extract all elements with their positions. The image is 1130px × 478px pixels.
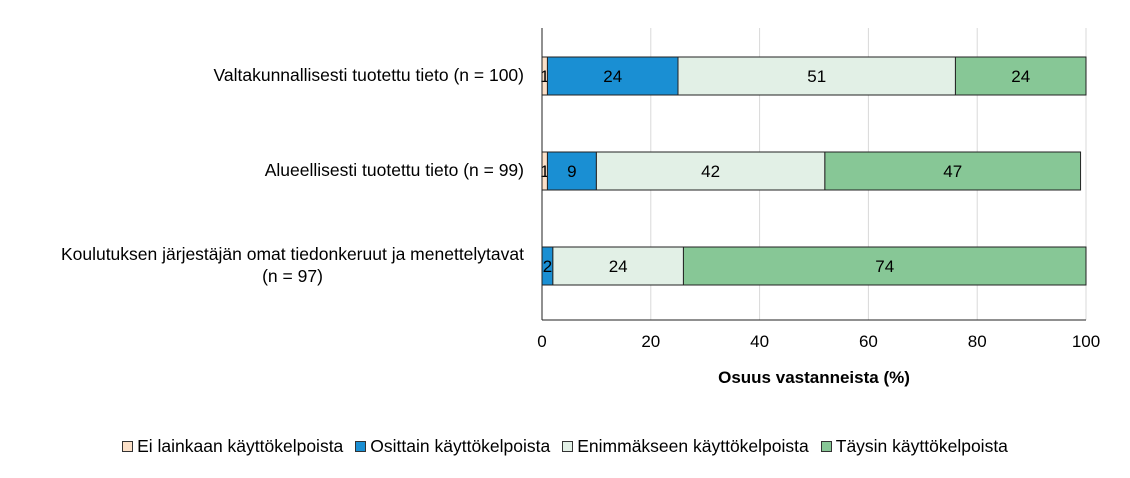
data-label: 2: [543, 257, 552, 276]
x-tick-label: 80: [968, 332, 987, 351]
x-tick-label: 0: [537, 332, 546, 351]
data-label: 51: [807, 67, 826, 86]
bar-segment: [677, 56, 956, 96]
data-label: 42: [701, 162, 720, 181]
category-label-line: Valtakunnallisesti tuotettu tieto (n = 1…: [213, 65, 525, 85]
bar-segment: [954, 56, 1087, 96]
legend-item: Enimmäkseen käyttökelpoista: [562, 436, 809, 457]
bar-segment: [824, 151, 1082, 191]
category-label: Valtakunnallisesti tuotettu tieto (n = 1…: [0, 64, 525, 86]
data-label: 1: [540, 67, 549, 86]
data-label: 1: [540, 162, 549, 181]
legend-item: Osittain käyttökelpoista: [355, 436, 550, 457]
data-label: 47: [943, 162, 962, 181]
legend: Ei lainkaan käyttökelpoista Osittain käyt…: [0, 436, 1130, 457]
bar-segment: [682, 246, 1087, 286]
data-label: 24: [609, 257, 628, 276]
bar-segment: [546, 56, 679, 96]
legend-swatch: [122, 441, 134, 452]
data-label: 9: [567, 162, 576, 181]
legend-label: Enimmäkseen käyttökelpoista: [577, 436, 809, 456]
x-tick-label: 40: [750, 332, 769, 351]
legend-swatch: [820, 441, 832, 452]
x-tick-label: 20: [641, 332, 660, 351]
bar-segment: [552, 246, 684, 286]
data-label: 24: [1011, 67, 1030, 86]
legend-item: Ei lainkaan käyttökelpoista: [122, 436, 343, 457]
category-label: Alueellisesti tuotettu tieto (n = 99): [0, 159, 524, 181]
bar-segment: [595, 151, 826, 191]
legend-label: Osittain käyttökelpoista: [370, 436, 551, 456]
legend-label: Ei lainkaan käyttökelpoista: [137, 436, 344, 456]
category-label: Koulutuksen järjestäjän omat tiedonkeruu…: [0, 243, 524, 287]
legend-swatch: [562, 441, 574, 452]
x-tick-label: 100: [1072, 332, 1100, 351]
data-label: 24: [603, 67, 622, 86]
legend-item: Täysin käyttökelpoista: [820, 436, 1008, 457]
category-label-line: Koulutuksen järjestäjän omat tiedonkeruu…: [60, 244, 524, 264]
x-tick-label: 60: [859, 332, 878, 351]
data-label: 74: [875, 257, 894, 276]
x-axis-title: Osuus vastanneista (%): [718, 368, 910, 387]
category-label-line: (n = 97): [262, 266, 323, 286]
legend-label: Täysin käyttökelpoista: [835, 436, 1008, 456]
category-label-line: Alueellisesti tuotettu tieto (n = 99): [264, 160, 524, 180]
legend-swatch: [355, 441, 367, 452]
